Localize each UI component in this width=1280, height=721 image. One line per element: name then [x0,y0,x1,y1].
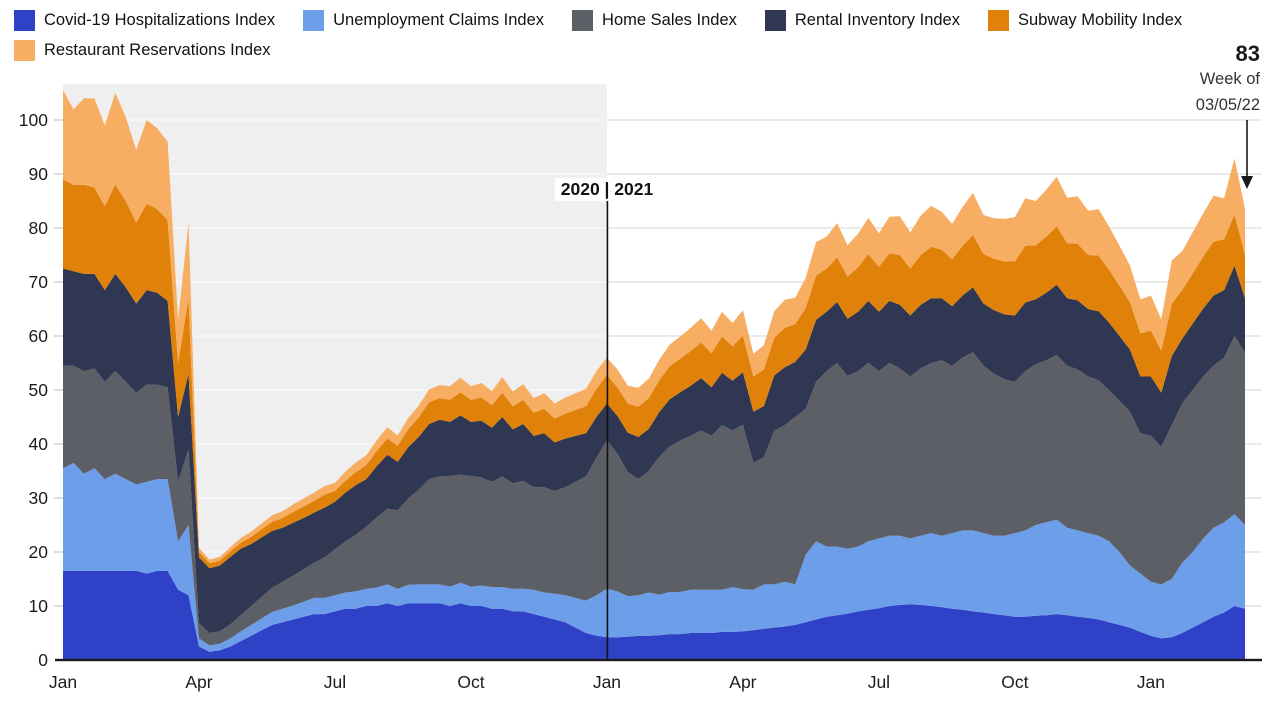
annotation-arrow-head [1241,176,1253,189]
area-series-0 [63,570,1245,660]
legend-swatch-subway [987,10,1009,31]
area-series-2 [63,336,1245,646]
legend-swatch-rental [764,10,786,31]
y-axis-label: 60 [29,326,49,346]
y-axis-label: 20 [29,542,49,562]
x-axis-label: Oct [1001,672,1028,692]
legend-item-rental: Rental Inventory Index [764,10,960,31]
area-series-4 [63,179,1245,569]
legend-label: Covid-19 Hospitalizations Index [44,11,276,29]
legend-label: Unemployment Claims Index [333,11,545,29]
y-axis-label: 30 [29,488,49,508]
legend-label: Restaurant Reservations Index [44,41,271,59]
year-divider-label: 2020 | 2021 [554,178,660,201]
legend-item-restaurant: Restaurant Reservations Index [14,40,271,61]
area-series-1 [63,462,1245,652]
x-axis-label: Jul [324,672,346,692]
legend-swatch-home_sales [572,10,594,31]
x-axis-label: Jan [593,672,621,692]
area-series-3 [63,265,1245,633]
x-axis-label: Jan [49,672,77,692]
legend-item-covid: Covid-19 Hospitalizations Index [14,10,275,31]
legend-item-unemployment: Unemployment Claims Index [303,10,544,31]
legend-item-home_sales: Home Sales Index [572,10,737,31]
legend-swatch-covid [14,10,35,31]
x-axis-line [55,658,1262,662]
y-axis-label: 90 [29,164,49,184]
y-axis-label: 0 [38,650,48,670]
y-axis-label: 40 [29,434,49,454]
y-axis-label: 10 [29,596,49,616]
endpoint-annotation: 83 Week of 03/05/22 [1196,42,1260,118]
legend-swatch-unemployment [303,10,325,31]
endpoint-date: 03/05/22 [1195,96,1260,114]
legend-label: Rental Inventory Index [794,11,960,29]
x-axis-label: Apr [729,672,756,692]
legend-swatch-restaurant [14,40,35,61]
y-axis-label: 80 [29,218,49,238]
endpoint-week-label: Week of [1199,70,1260,88]
x-axis-label: Oct [457,672,484,692]
legend-label: Subway Mobility Index [1017,11,1183,29]
x-axis-label: Jul [868,672,890,692]
legend-label: Home Sales Index [602,11,737,29]
endpoint-value: 83 [1235,41,1260,66]
y-axis-label: 70 [29,272,49,292]
y-axis-label: 50 [29,380,49,400]
x-axis-label: Jan [1137,672,1165,692]
legend-item-subway: Subway Mobility Index [987,10,1183,31]
y-axis-label: 100 [19,110,48,130]
chart-legend: Covid-19 Hospitalizations Index Unemploym… [14,10,1270,61]
x-axis-label: Apr [185,672,212,692]
